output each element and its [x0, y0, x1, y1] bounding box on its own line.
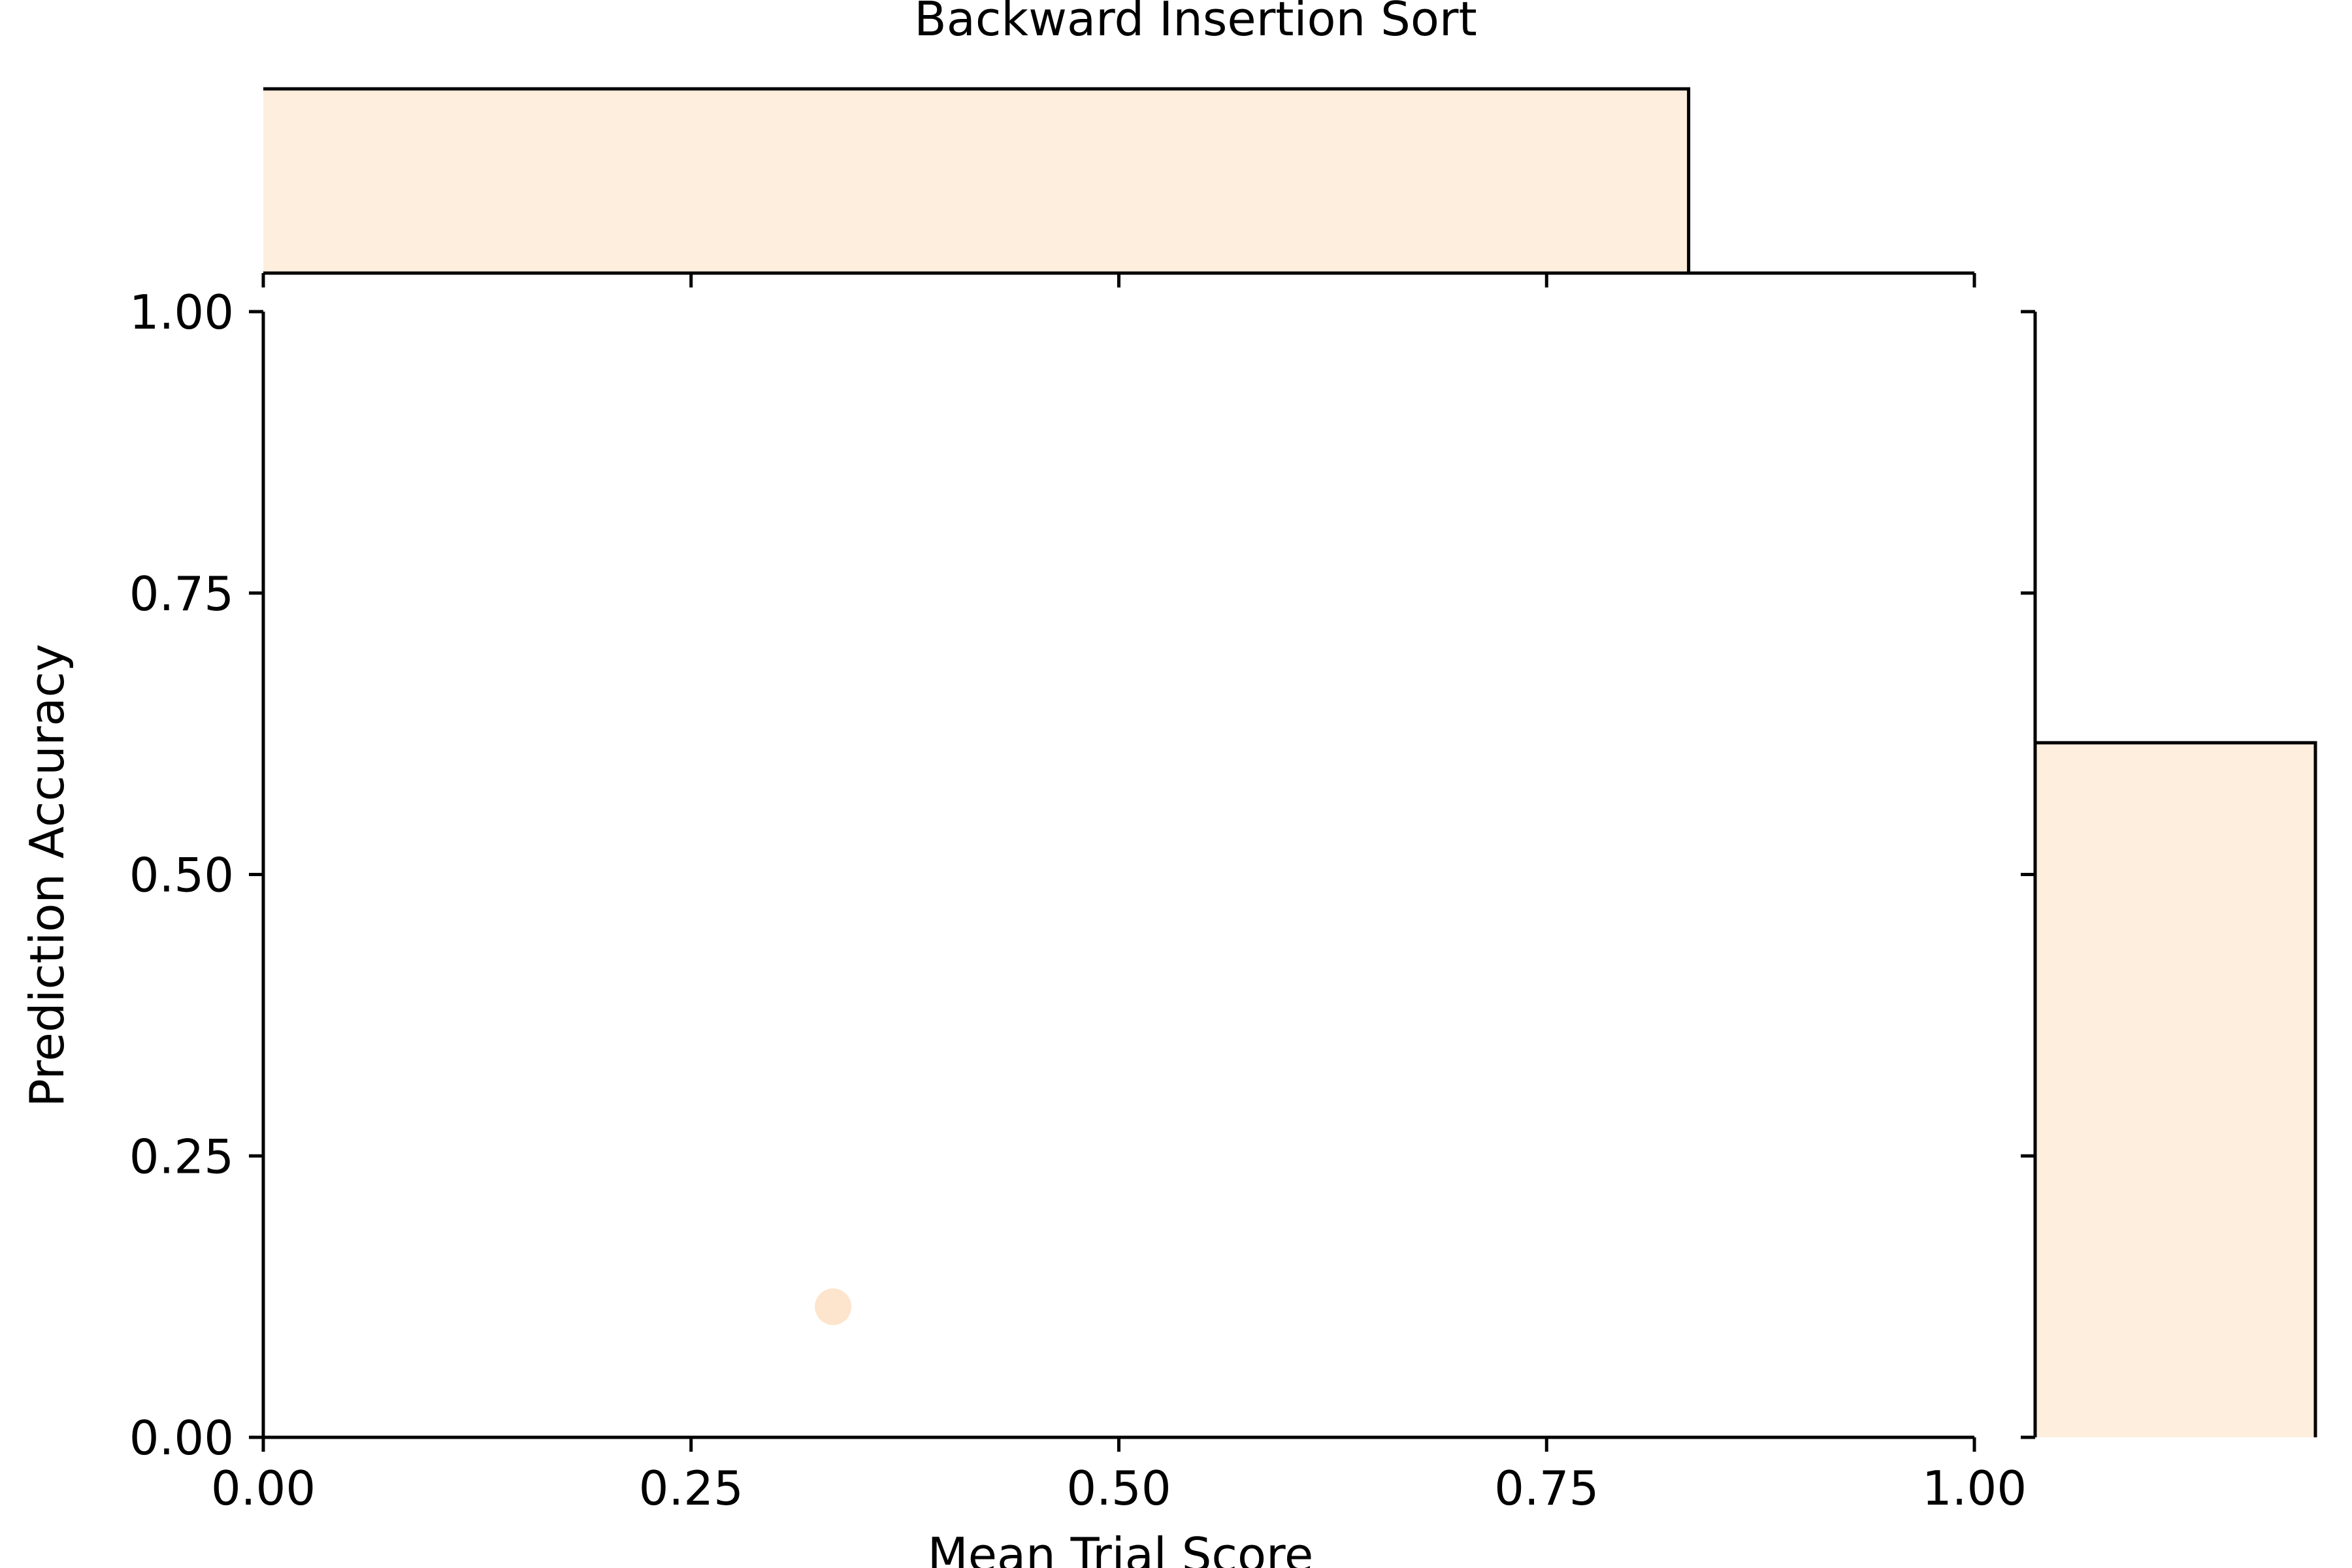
marginal-x-bar-outline [263, 87, 1691, 273]
y-tick-label: 0.25 [129, 1129, 234, 1184]
x-tick-label: 1.00 [1922, 1461, 2027, 1516]
scatter-point [815, 1288, 852, 1326]
marginal-y-bar-outline [2035, 741, 2317, 1437]
chart-title: Backward Insertion Sort [914, 0, 1477, 46]
y-axis-ticks: 0.00 0.25 0.50 0.75 1.00 [129, 285, 263, 1465]
y-tick-label: 1.00 [129, 285, 234, 340]
x-tick-label: 0.50 [1066, 1461, 1171, 1516]
marginal-x-histogram [261, 87, 1976, 287]
y-tick-label: 0.75 [129, 566, 234, 621]
marginal-x-bar [263, 89, 1689, 273]
marginal-y-bar [2035, 742, 2315, 1437]
y-tick-label: 0.50 [129, 848, 234, 903]
x-axis-label: Mean Trial Score [928, 1527, 1314, 1568]
scatter-points [815, 1288, 852, 1326]
y-axis-label: Prediction Accuracy [20, 644, 74, 1107]
x-axis-ticks: 0.00 0.25 0.50 0.75 1.00 [211, 1437, 2027, 1516]
x-tick-label: 0.00 [211, 1461, 316, 1516]
x-tick-label: 0.25 [639, 1461, 743, 1516]
marginal-y-histogram [2021, 310, 2317, 1439]
y-tick-label: 0.00 [129, 1411, 234, 1465]
x-tick-label: 0.75 [1494, 1461, 1599, 1516]
